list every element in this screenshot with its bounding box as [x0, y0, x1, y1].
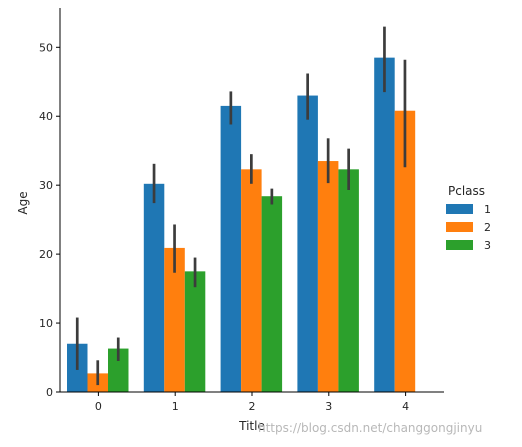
- bar-pclass-3-title-1: [184, 271, 206, 392]
- bar-pclass-2-title-1: [164, 247, 185, 392]
- bar-pclass-3-title-0: [108, 348, 129, 392]
- y-tick-label: 50: [39, 41, 53, 54]
- y-tick-label: 30: [39, 179, 53, 192]
- bar-pclass-1-title-1: [143, 183, 165, 392]
- x-tick-label: 1: [172, 400, 179, 413]
- x-tick-label: 0: [95, 400, 102, 413]
- bar-pclass-2-title-2: [241, 169, 262, 392]
- x-axis-label: Title: [238, 419, 265, 433]
- y-tick-label: 20: [39, 248, 53, 261]
- bar-pclass-1-title-4: [374, 57, 395, 393]
- bar-pclass-1-title-3: [297, 95, 318, 393]
- legend-label-3: 3: [484, 239, 491, 252]
- bar-pclass-3-title-2: [261, 196, 283, 392]
- watermark: https://blog.csdn.net/changgongjinyu: [258, 421, 482, 435]
- errorbars-layer: [75, 26, 407, 386]
- legend-swatch-3: [446, 240, 473, 250]
- bar-pclass-2-title-3: [317, 161, 339, 392]
- y-tick-label: 10: [39, 317, 53, 330]
- bar-pclass-1-title-2: [220, 105, 242, 392]
- y-tick-label: 0: [46, 386, 53, 399]
- bars-layer: [67, 57, 416, 393]
- bar-pclass-2-title-4: [394, 110, 416, 392]
- x-tick-label: 2: [249, 400, 256, 413]
- legend-label-2: 2: [484, 221, 491, 234]
- legend: Pclass 1 2 3: [446, 184, 491, 252]
- axes-layer: 0 10 20 30 40 50 0 1 2 3 4: [39, 8, 444, 413]
- bar-pclass-3-title-3: [338, 169, 359, 392]
- legend-title: Pclass: [448, 184, 485, 198]
- x-tick-label: 4: [402, 400, 409, 413]
- legend-swatch-2: [446, 222, 473, 232]
- legend-swatch-1: [446, 204, 473, 214]
- x-tick-label: 3: [325, 400, 332, 413]
- y-axis-label: Age: [16, 191, 30, 214]
- legend-label-1: 1: [484, 203, 491, 216]
- y-tick-label: 40: [39, 110, 53, 123]
